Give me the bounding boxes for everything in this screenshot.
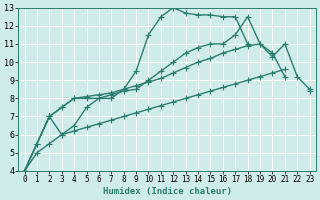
- X-axis label: Humidex (Indice chaleur): Humidex (Indice chaleur): [103, 187, 232, 196]
